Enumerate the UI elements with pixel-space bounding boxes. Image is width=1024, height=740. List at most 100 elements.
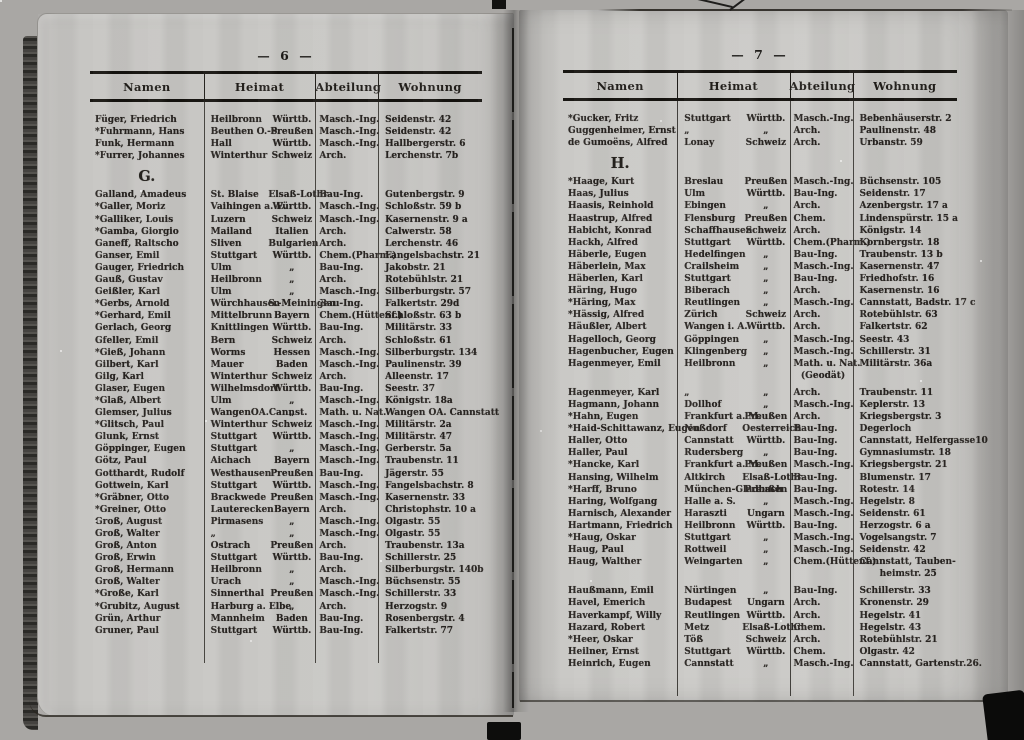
cell-heimat-state: „ [289,275,295,286]
cell-name: Gotthardt, Rudolf [95,468,185,479]
column-rule [852,101,854,697]
cell-heimat-place: Heilbronn [210,115,262,125]
cell-name: Groß, Walter [95,577,160,588]
table-row: *Gräbner, Otto Brackwede Preußen Masch.-… [90,492,482,504]
cell-heimat-state: Württb. [272,250,312,261]
cell-abteilung: Arch. [793,201,821,212]
cell-wohnung: Traubenstr. 11 [859,387,934,398]
cell-heimat-state: Preußen [744,460,788,471]
cell-abteilung: Bau-Ing. [319,468,364,479]
column-header-abteilung: Abteilung [789,78,856,93]
cell-wohnung: Hegelstr. 8 [859,496,915,507]
table-row: Gerlach, Georg Knittlingen Württb. Bau-I… [90,322,482,334]
table-row: Groß, Erwin Stuttgart Württb. Bau-Ing. S… [90,552,482,564]
directory-table-left: — 6 — Namen Heimat Abteilung Wohnung Füg… [90,48,499,663]
column-rule [378,102,380,663]
cell-heimat-state: „ [763,346,769,357]
cell-heimat-place: Heilbronn [210,275,262,286]
cell-name: Groß, August [95,516,163,527]
table-row: Glunk, Ernst Stuttgart Württb. Masch.-In… [90,431,482,443]
cell-heimat-place: „ [210,529,216,539]
cell-wohnung: Cannstatt, Helfergasse10 [859,436,988,447]
cell-heimat-place: Lauterecken [210,504,274,515]
directory-table-right: — 7 — Namen Heimat Abteilung Wohnung *Gu… [563,47,988,697]
cell-abteilung: Bau-Ing. [319,613,364,624]
column-header-wohnung: Wohnung [873,78,937,93]
cell-heimat-place: Stuttgart [210,444,258,455]
cell-heimat-state: Elsaß-Lothr. [268,190,331,201]
cell-name: Harnisch, Alexander [568,508,672,519]
cell-heimat-place: Stuttgart [684,646,731,657]
table-row: *Häring, Max Reutlingen „ Masch.-Ing. Ca… [563,297,976,309]
cell-heimat-state: Württb. [746,646,786,657]
cell-heimat-state: Preußen [744,213,788,224]
cell-name: Füger, Friedrich [95,115,177,125]
cell-wohnung: Kasernenstr. 47 [859,261,940,272]
cell-heimat-place: Mittelbrunn [210,311,273,322]
cell-heimat-place: Stuttgart [210,553,258,564]
cell-abteilung: Masch.-Ing. [319,516,380,527]
cell-heimat-place: Frankfurt a. M. [684,412,762,423]
table-row: *Gieß, Johann Worms Hessen Masch.-Ing. S… [90,347,482,359]
cell-abteilung: Bau-Ing. [793,520,838,531]
cell-wohnung: Hegelstr. 43 [859,622,922,633]
cell-abteilung: Arch. [793,610,821,621]
cell-wohnung: Cannstatt, Gartenstr.26. [859,658,982,669]
table-row: Hagenmeyer, Emil Heilbronn „ Math. u. Na… [563,358,957,382]
header-divider [852,73,854,98]
cell-abteilung: Arch. [793,634,821,645]
cell-heimat-place: Reutlingen [684,298,741,309]
table-row: Haverkampf, Willy Reutlingen Württb. Arc… [563,610,957,622]
table-row: Gauß, Gustav Heilbronn „ Arch. Rotebühls… [90,274,482,286]
cell-heimat-state: „ [763,334,769,345]
cell-abteilung: Bau-Ing. [319,262,364,273]
table-row: *Grubitz, August Harburg a. Elbe „ Arch.… [90,601,482,613]
cell-abteilung: Arch. [319,275,347,286]
table-row: *Haid-Schittawanz, Eugen Nußdorf Oesterr… [563,423,957,435]
table-row: Häberlein, Max Crailsheim „ Masch.-Ing. … [563,261,957,273]
cell-abteilung: Masch.-Ing. [319,492,380,503]
cell-name: Gilbert, Karl [95,359,159,370]
cell-wohnung: Schillerstr. 33 [385,589,457,600]
cell-name: *Glitsch, Paul [95,420,165,431]
cell-heimat-state: Württb. [746,114,786,124]
cell-heimat-place: Flensburg [684,213,736,224]
cell-heimat-place: Budapest [684,598,732,609]
cell-heimat-state: Hessen [273,347,311,358]
column-header-heimat: Heimat [708,78,759,93]
cell-heimat-place: Nürtingen [684,586,737,597]
cell-wohnung: Alleenstr. 17 [385,371,449,382]
cell-heimat-state: Schweiz [745,138,787,149]
cell-wohnung: Olgastr. 55 [385,529,441,539]
cell-wohnung: Schillerstr. 33 [859,586,931,597]
cell-heimat-state: Preußen [744,177,788,188]
column-header-wohnung: Wohnung [398,79,462,94]
table-body: *Gucker, Fritz Stuttgart Württb. Masch.-… [563,101,988,697]
cell-name: Gauger, Friedrich [95,262,185,273]
cell-heimat-place: Zürich [684,310,718,321]
cell-heimat-place: Cannstatt [684,658,734,669]
cell-heimat-state: „ [763,286,769,297]
cell-abteilung: Masch.-Ing. [793,334,854,345]
table-row: *Hancke, Karl Frankfurt a. M. Preußen Ma… [563,459,957,471]
table-row: Götz, Paul Aichach Bayern Masch.-Ing. Tr… [90,455,482,467]
cell-wohnung: Calwerstr. 58 [385,226,452,237]
cell-wohnung: Schillerstr. 25 [385,553,457,564]
table-row: *Hahn, Eugen Frankfurt a. M. Preußen Arc… [563,411,957,423]
table-row: *Furrer, Johannes Winterthur Schweiz Arc… [90,150,482,162]
scan-noise [0,0,2,2]
cell-wohnung: Traubenstr. 11 [385,456,459,467]
cell-wohnung: Jakobstr. 21 [385,262,446,273]
cell-heimat-state: Ungarn [746,508,785,519]
cell-abteilung: Bau-Ing. [319,323,364,334]
cell-abteilung: Math. u. Nat. [319,408,387,419]
cell-wohnung: Bebenhäuserstr. 2 [859,114,952,124]
cell-abteilung: Masch.-Ing. [793,496,854,507]
cell-wohnung: Seidenstr. 61 [859,508,926,519]
table-row: Hartmann, Friedrich Heilbronn Württb. Ba… [563,520,957,532]
cell-heimat-place: Vaihingen a. E. [210,202,287,213]
table-row: Grün, Arthur Mannheim Baden Bau-Ing. Ros… [90,613,482,625]
cell-abteilung: Arch. [793,225,821,236]
cell-wohnung: Königstr. 18a [385,395,453,406]
table-row: Haring, Wolfgang Halle a. S. „ Masch.-In… [563,496,957,508]
